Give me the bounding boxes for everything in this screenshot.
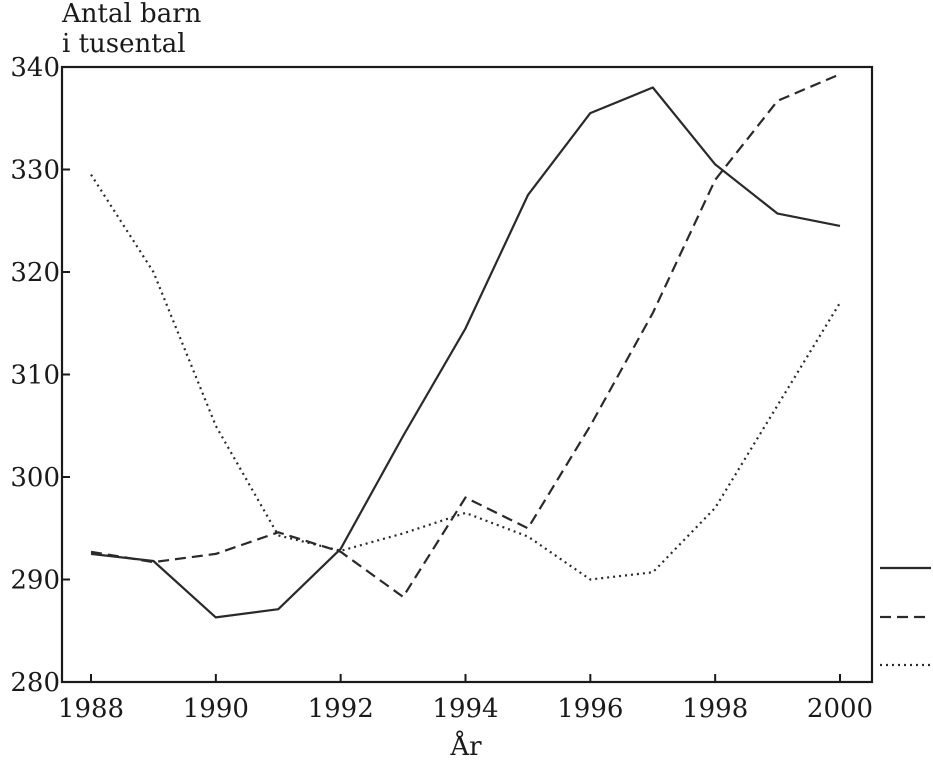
x-tick-label: 1992: [308, 694, 374, 724]
series-lines: [90, 73, 841, 619]
legend: [880, 566, 931, 667]
y-tick-label: 340: [10, 53, 60, 83]
x-tick-label: 1996: [557, 694, 623, 724]
plot-area-frame: [60, 65, 874, 684]
x-tick-label: 1994: [432, 694, 498, 724]
x-tick-label: 1988: [58, 694, 124, 724]
x-tick-label: 1990: [183, 694, 249, 724]
x-tick-label: 2000: [807, 694, 873, 724]
x-tick-label: 1998: [682, 694, 748, 724]
series-line-solid: [90, 86, 841, 619]
x-axis-ticks: 1988 1990 1992 1994 1996 1998 2000: [58, 674, 873, 724]
x-axis-title: År: [449, 730, 482, 761]
series-line-dotted: [90, 174, 841, 581]
y-tick-label: 330: [10, 156, 60, 186]
y-tick-label: 310: [10, 361, 60, 391]
y-axis-title-line2: i tusental: [62, 29, 186, 59]
y-tick-label: 280: [10, 668, 60, 698]
y-axis-title-line1: Antal barn: [61, 0, 202, 29]
y-tick-label: 320: [10, 258, 60, 288]
y-tick-label: 300: [10, 463, 60, 493]
y-axis-ticks: 280 290 300 310 320 330 340: [10, 53, 70, 698]
series-line-dashed: [90, 73, 841, 599]
y-tick-label: 290: [10, 566, 60, 596]
